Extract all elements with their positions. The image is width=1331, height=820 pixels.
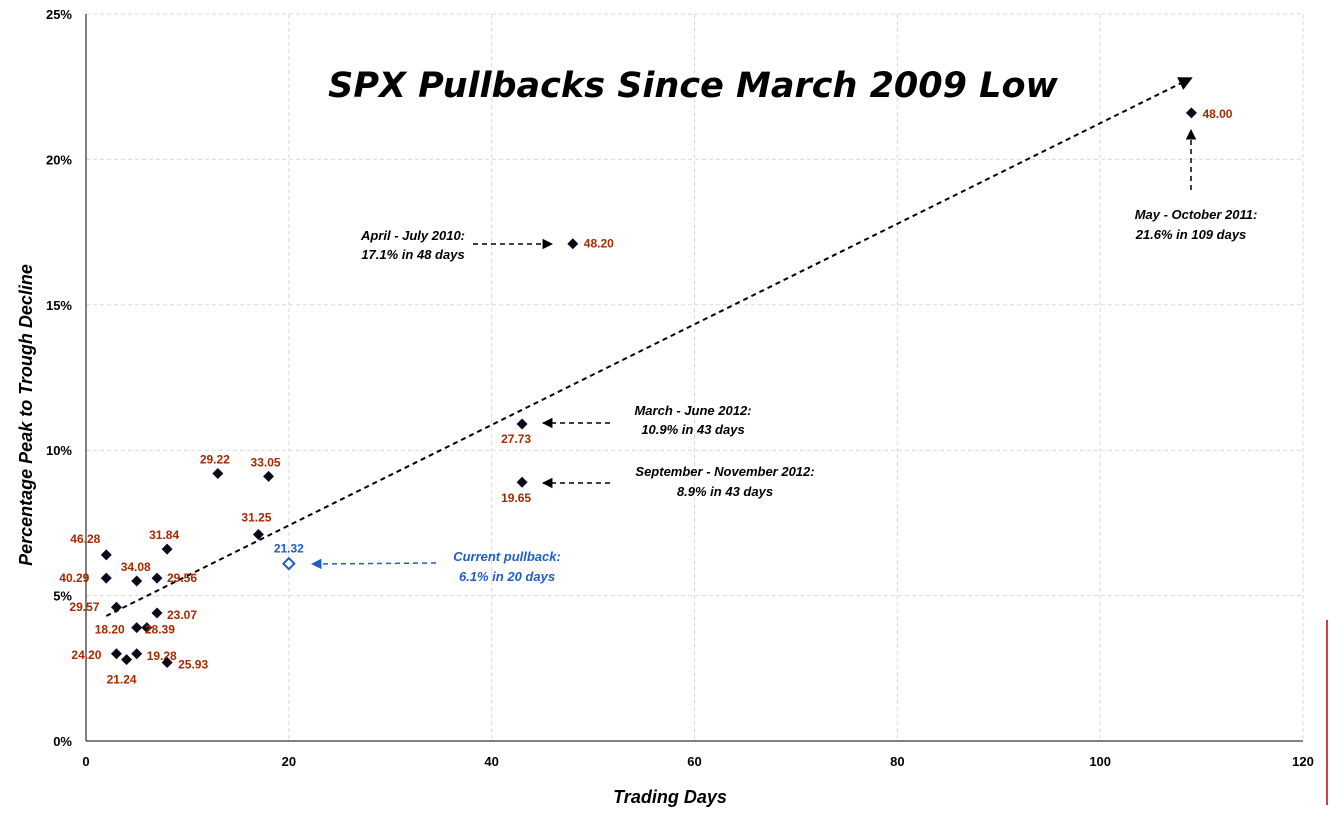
data-point-marker <box>252 529 264 541</box>
data-point-marker <box>263 470 275 482</box>
data-point-marker <box>100 549 112 561</box>
annotation-current-pullback: Current pullback: 6.1% in 20 days <box>310 549 561 584</box>
data-point-marker <box>161 656 173 668</box>
data-point-marker <box>151 572 163 584</box>
y-tick-label: 25% <box>46 7 72 22</box>
x-tick-label: 120 <box>1292 754 1314 769</box>
data-point-marker <box>110 648 122 660</box>
annotation-september-november-2012: September - November 2012: 8.9% in 43 da… <box>541 464 815 499</box>
trendline <box>105 77 1193 617</box>
data-point-marker <box>516 418 528 430</box>
data-point-marker <box>212 467 224 479</box>
data-point-label: 29.57 <box>69 600 99 614</box>
data-point-label: 25.93 <box>178 657 208 671</box>
data-point-marker <box>131 648 143 660</box>
current-point-label: 21.32 <box>274 542 304 556</box>
x-tick-label: 40 <box>484 754 498 769</box>
annotation-march-june-2012: March - June 2012: 10.9% in 43 days <box>541 403 752 437</box>
data-points: 46.28 40.29 29.57 24.20 21.24 34.08 18.20 19.28… <box>59 107 1233 687</box>
data-point-marker <box>131 575 143 587</box>
annotation-april-july-2010: April - July 2010: 17.1% in 48 days <box>360 228 554 262</box>
annotation-line: April - July 2010: <box>360 228 465 243</box>
data-point-label: 21.24 <box>107 673 137 687</box>
annotation-line: 17.1% in 48 days <box>361 247 464 262</box>
x-tick-label: 20 <box>282 754 296 769</box>
y-tick-label: 15% <box>46 298 72 313</box>
annotation-line: September - November 2012: <box>635 464 814 479</box>
data-point-label: 19.65 <box>501 491 531 505</box>
x-tick-label: 80 <box>890 754 904 769</box>
annotation-line: May - October 2011: <box>1135 207 1258 222</box>
y-tick-label: 10% <box>46 443 72 458</box>
data-point-label: 40.29 <box>59 571 89 585</box>
y-tick-label: 20% <box>46 152 72 167</box>
data-point-marker <box>516 476 528 488</box>
data-point-label: 19.28 <box>147 649 177 663</box>
data-point-label: 28.39 <box>145 623 175 637</box>
data-point-label: 23.07 <box>167 608 197 622</box>
data-point-marker <box>1185 107 1197 119</box>
data-point-label: 48.00 <box>1202 107 1232 121</box>
y-axis-title: Percentage Peak to Trough Decline <box>16 264 36 566</box>
data-point-marker <box>121 654 133 666</box>
annotation-line: 6.1% in 20 days <box>459 569 555 584</box>
data-point-marker <box>161 543 173 555</box>
annotation-line: March - June 2012: <box>634 403 751 418</box>
data-point-label: 29.56 <box>167 571 197 585</box>
data-point-label: 34.08 <box>121 560 151 574</box>
annotation-line: 21.6% in 109 days <box>1135 227 1247 242</box>
tick-labels: 0 20 40 60 80 100 120 0% 5% 10% 15% 20% 25% <box>46 7 1314 769</box>
data-point-label: 18.20 <box>95 623 125 637</box>
y-tick-label: 5% <box>53 589 72 604</box>
data-point-label: 48.20 <box>584 237 614 251</box>
data-point-marker <box>131 622 143 634</box>
data-point-label: 27.73 <box>501 432 531 446</box>
data-point-marker <box>567 238 579 250</box>
data-point-label: 31.84 <box>149 528 179 542</box>
x-axis-title: Trading Days <box>613 787 727 807</box>
x-tick-label: 60 <box>687 754 701 769</box>
data-point-label: 31.25 <box>241 511 271 525</box>
current-point-marker <box>281 556 296 571</box>
data-point-label: 33.05 <box>251 455 281 469</box>
gridlines <box>86 13 1304 741</box>
x-tick-label: 100 <box>1089 754 1111 769</box>
data-point-marker <box>151 607 163 619</box>
annotation-line: Current pullback: <box>453 549 561 564</box>
annotation-line: 8.9% in 43 days <box>677 484 773 499</box>
data-point-marker <box>110 601 122 613</box>
axes <box>85 14 1303 742</box>
data-point-marker <box>141 622 153 634</box>
chart-title: SPX Pullbacks Since March 2009 Low <box>328 66 1058 106</box>
data-point-label: 24.20 <box>71 648 101 662</box>
y-tick-label: 0% <box>53 734 72 749</box>
annotation-arrow <box>310 558 437 570</box>
data-point-marker <box>100 572 112 584</box>
data-point-label: 29.22 <box>200 452 230 466</box>
x-tick-label: 0 <box>82 754 89 769</box>
annotation-line: 10.9% in 43 days <box>641 422 744 437</box>
annotation-may-october-2011: May - October 2011: 21.6% in 109 days <box>1135 128 1258 242</box>
data-point-label: 46.28 <box>70 532 100 546</box>
